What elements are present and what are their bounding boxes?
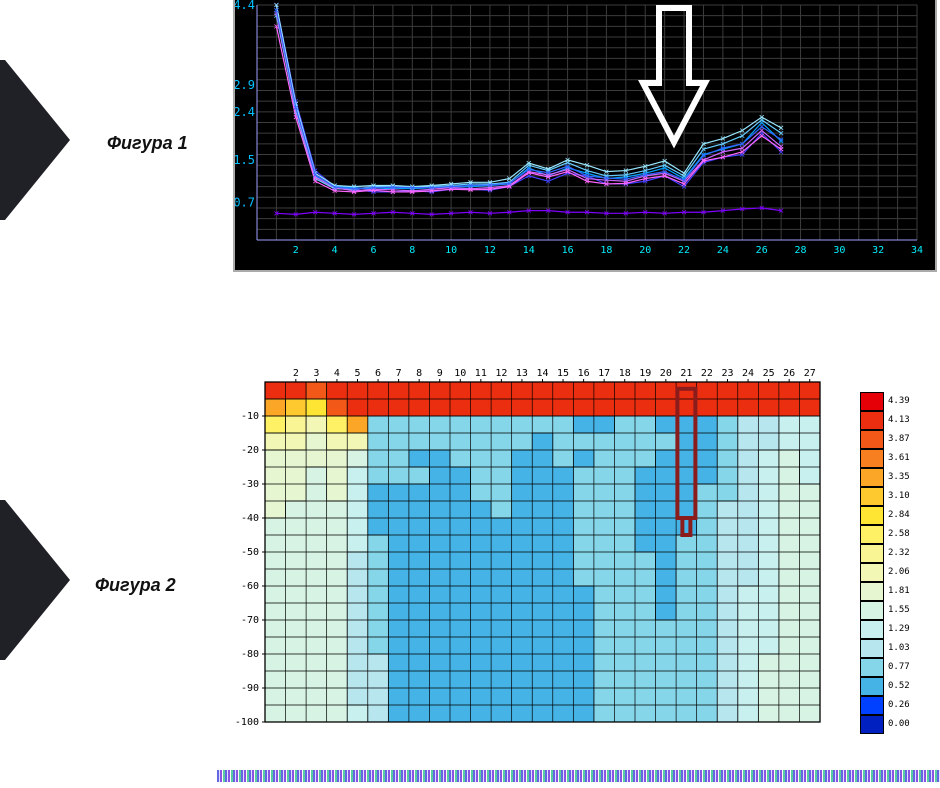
- svg-text:16: 16: [562, 245, 574, 256]
- fig1-chart: 2468101214161820222426283032340.71.52.42…: [235, 0, 935, 270]
- svg-text:22: 22: [678, 245, 690, 256]
- svg-text:15: 15: [557, 368, 569, 379]
- svg-text:10: 10: [445, 245, 457, 256]
- svg-text:2: 2: [293, 245, 299, 256]
- svg-text:-50: -50: [241, 547, 259, 558]
- fig1-label: Фигура 1: [107, 133, 188, 154]
- svg-text:16: 16: [578, 368, 590, 379]
- svg-text:24: 24: [742, 368, 754, 379]
- svg-text:9: 9: [437, 368, 443, 379]
- svg-text:19: 19: [639, 368, 651, 379]
- svg-text:2: 2: [293, 368, 299, 379]
- svg-text:30: 30: [833, 245, 845, 256]
- svg-text:20: 20: [639, 245, 651, 256]
- svg-text:26: 26: [783, 368, 795, 379]
- svg-text:2.4: 2.4: [235, 105, 255, 119]
- svg-text:5: 5: [354, 368, 360, 379]
- svg-text:12: 12: [484, 245, 496, 256]
- svg-text:14: 14: [523, 245, 535, 256]
- svg-text:22: 22: [701, 368, 713, 379]
- svg-text:18: 18: [619, 368, 631, 379]
- svg-text:-20: -20: [241, 445, 259, 456]
- fig1-arrow-annotation: [639, 5, 709, 150]
- deco-arrow-2: [0, 500, 70, 660]
- svg-text:11: 11: [475, 368, 487, 379]
- svg-text:4: 4: [334, 368, 340, 379]
- svg-text:0.7: 0.7: [235, 196, 255, 210]
- fig2-contour: 2345678910111213141516171819202122232425…: [235, 360, 935, 755]
- svg-text:-40: -40: [241, 513, 259, 524]
- svg-text:6: 6: [375, 368, 381, 379]
- svg-text:23: 23: [721, 368, 733, 379]
- svg-text:32: 32: [872, 245, 884, 256]
- bottom-noise-strip: [217, 770, 940, 782]
- svg-text:-100: -100: [235, 717, 259, 728]
- deco-arrow-1: [0, 60, 70, 220]
- svg-text:4: 4: [332, 245, 338, 256]
- svg-text:13: 13: [516, 368, 528, 379]
- svg-text:-90: -90: [241, 683, 259, 694]
- svg-text:7: 7: [396, 368, 402, 379]
- svg-text:1.5: 1.5: [235, 153, 255, 167]
- fig2-label: Фигура 2: [95, 575, 176, 596]
- svg-text:-70: -70: [241, 615, 259, 626]
- svg-text:2.9: 2.9: [235, 78, 255, 92]
- svg-text:18: 18: [600, 245, 612, 256]
- svg-text:6: 6: [370, 245, 376, 256]
- svg-text:20: 20: [660, 368, 672, 379]
- svg-text:3: 3: [313, 368, 319, 379]
- svg-text:17: 17: [598, 368, 610, 379]
- svg-text:10: 10: [454, 368, 466, 379]
- svg-text:24: 24: [717, 245, 729, 256]
- svg-text:34: 34: [911, 245, 923, 256]
- svg-text:-30: -30: [241, 479, 259, 490]
- svg-text:4.4: 4.4: [235, 0, 255, 12]
- svg-text:26: 26: [756, 245, 768, 256]
- svg-text:-80: -80: [241, 649, 259, 660]
- svg-text:8: 8: [409, 245, 415, 256]
- svg-text:14: 14: [536, 368, 548, 379]
- fig2-legend: 4.394.133.873.613.353.102.842.582.322.06…: [860, 380, 935, 750]
- svg-text:27: 27: [804, 368, 816, 379]
- svg-text:-60: -60: [241, 581, 259, 592]
- svg-text:25: 25: [763, 368, 775, 379]
- svg-text:28: 28: [795, 245, 807, 256]
- svg-text:12: 12: [495, 368, 507, 379]
- svg-text:-10: -10: [241, 411, 259, 422]
- svg-text:21: 21: [680, 368, 692, 379]
- svg-text:8: 8: [416, 368, 422, 379]
